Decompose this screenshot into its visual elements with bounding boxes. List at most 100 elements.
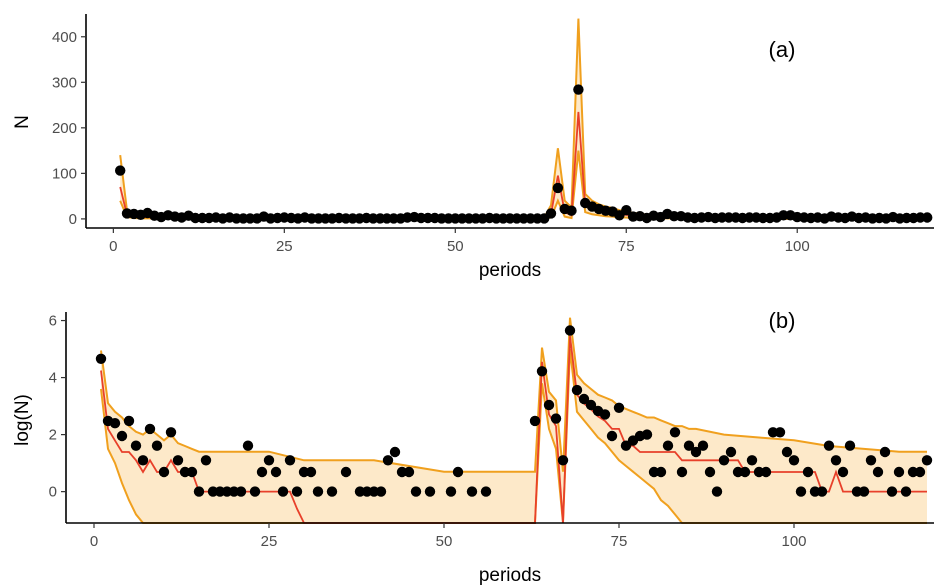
panel-a-label: (a) [769,37,796,62]
data-point [921,455,933,466]
data-point [774,427,786,438]
data-point [893,466,905,478]
data-point [844,440,856,451]
data-point [116,430,128,442]
data-point [557,455,569,466]
data-point [249,486,261,497]
data-point [550,413,562,424]
data-point [690,446,702,458]
data-point [718,455,730,466]
data-point [270,466,282,478]
data-point [914,466,926,478]
median-line [119,111,928,220]
data-point [676,466,688,478]
data-point [291,486,303,497]
data-point [552,182,564,194]
panel-a-median-layer [119,111,928,220]
data-point [445,486,457,497]
data-point [578,393,590,405]
panel-a-ticks: 0 25 50 75 100 0 100 200 300 400 [52,29,810,255]
data-point [823,440,835,451]
data-point [235,486,247,497]
data-point [739,466,751,478]
data-point [641,429,653,440]
data-point [606,430,618,442]
data-point [683,440,695,451]
data-point [788,455,800,466]
data-point [130,440,142,451]
data-point [900,486,912,497]
data-point [480,486,492,497]
data-point [424,486,436,497]
data-point [795,486,807,497]
data-point [697,440,709,451]
data-point [123,415,135,427]
data-point [263,455,275,466]
data-point [165,427,177,438]
data-point [284,455,296,466]
data-point [655,466,667,478]
data-point [466,486,478,497]
data-point [115,165,126,176]
data-point [172,455,184,466]
data-point [573,84,584,95]
x-tick-label: 25 [276,238,293,255]
panel-b-label: (b) [769,308,796,333]
data-point [158,466,170,478]
panel-b-points-layer [95,325,933,497]
data-point [760,466,772,478]
data-point [922,212,933,223]
x-tick-label: 50 [447,238,464,255]
panel-a-x-axis-label: periods [479,260,541,281]
data-point [669,427,681,438]
panel-b-y-axis-label: log(N) [12,394,33,446]
band-upper-line [119,18,928,219]
data-point [543,399,555,411]
data-point [816,486,828,497]
data-point [599,409,611,420]
y-tick-label: 0 [49,484,57,501]
data-point [746,455,758,466]
panel-b-x-axis-label: periods [479,565,541,585]
data-point [536,366,548,377]
y-tick-label: 4 [49,370,57,387]
y-tick-label: 0 [69,211,77,228]
data-point [403,466,415,478]
x-tick-label: 0 [109,238,117,255]
data-point [144,423,156,435]
y-tick-label: 200 [52,120,77,137]
data-point [193,486,205,497]
x-tick-label: 75 [618,238,635,255]
data-point [410,486,422,497]
panel-b-ticks: 0 25 50 75 100 0 2 4 6 [49,313,807,550]
data-point [277,486,289,497]
data-point [375,486,387,497]
panel-a-points-layer [115,84,933,224]
x-tick-label: 75 [611,533,628,550]
panel-a-y-axis-label: N [12,115,33,129]
data-point [95,353,107,364]
data-point [340,466,352,478]
data-point [802,466,814,478]
data-point [704,466,716,478]
data-point [109,418,121,429]
data-point [781,446,793,458]
data-point [256,466,268,478]
data-point [879,446,891,458]
data-point [830,455,842,466]
y-tick-label: 100 [52,165,77,182]
data-point [837,466,849,478]
data-point [186,466,198,478]
x-tick-label: 0 [90,533,98,550]
y-tick-label: 300 [52,74,77,91]
data-point [621,205,632,216]
data-point [872,466,884,478]
data-point [613,402,625,413]
data-point [865,455,877,466]
x-tick-label: 25 [261,533,278,550]
data-point [585,399,597,411]
band-lower-line [119,150,928,220]
panel-b-axes [65,312,934,524]
panel-a-band-layer [119,18,928,220]
